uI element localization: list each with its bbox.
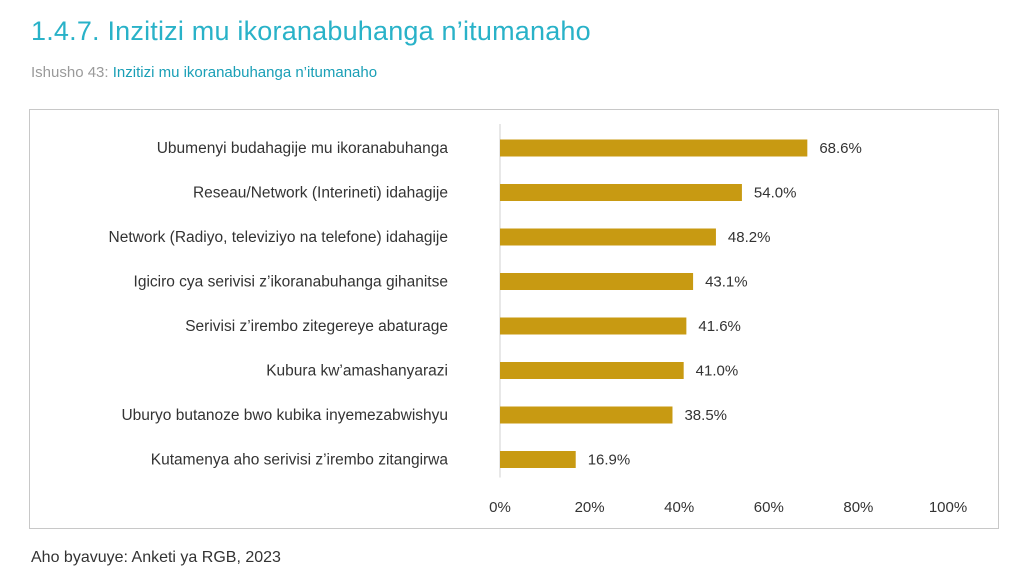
bar	[500, 451, 576, 468]
category-label: Serivisi z’irembo zitegereye abaturage	[185, 318, 448, 335]
bar	[500, 273, 694, 290]
category-label: Kubura kw’amashanyarazi	[266, 363, 448, 380]
figure-label: Ishusho 43:	[31, 64, 109, 81]
x-tick-label: 60%	[754, 499, 784, 516]
source-note: Aho byavuye: Anketi ya RGB, 2023	[31, 549, 281, 566]
bar	[500, 228, 716, 246]
figure-caption: Ishusho 43: Inzitizi mu ikoranabuhanga n…	[31, 64, 377, 81]
bar	[500, 184, 742, 201]
data-label: 41.6%	[698, 318, 741, 335]
x-tick-label: 0%	[489, 499, 511, 516]
section-number: 1.4.7.	[31, 16, 100, 46]
bar	[500, 139, 808, 157]
data-label: 68.6%	[819, 140, 862, 157]
category-label: Uburyo butanoze bwo kubika inyemezabwish…	[121, 407, 448, 424]
bar-chart: Ubumenyi budahagije mu ikoranabuhanga 68.…	[109, 124, 967, 516]
data-label: 43.1%	[705, 274, 748, 291]
data-label: 41.0%	[696, 363, 739, 380]
data-label: 48.2%	[728, 229, 771, 246]
section-heading: 1.4.7. Inzitizi mu ikoranabuhanga n’itum…	[31, 16, 591, 47]
bar	[500, 317, 687, 335]
data-label: 38.5%	[684, 407, 727, 424]
category-label: Kutamenya aho serivisi z’irembo zitangir…	[151, 452, 449, 469]
category-label: Reseau/Network (Interineti) idahagije	[193, 185, 448, 202]
data-label: 54.0%	[754, 185, 797, 202]
bar	[500, 406, 673, 424]
figure-title: Inzitizi mu ikoranabuhanga n’itumanaho	[112, 64, 378, 81]
x-tick-label: 80%	[843, 499, 873, 516]
x-tick-label: 20%	[575, 499, 605, 516]
data-label: 16.9%	[588, 452, 631, 469]
category-label: Ubumenyi budahagije mu ikoranabuhanga	[157, 140, 449, 157]
category-label: Network (Radiyo, televiziyo na telefone)…	[109, 229, 448, 246]
category-label: Igiciro cya serivisi z’ikoranabuhanga gi…	[134, 274, 448, 291]
bar	[500, 362, 684, 379]
chart-frame: Ubumenyi budahagije mu ikoranabuhanga 68.…	[29, 109, 999, 529]
x-tick-label: 100%	[929, 499, 967, 516]
x-tick-label: 40%	[664, 499, 694, 516]
section-title: Inzitizi mu ikoranabuhanga n’itumanaho	[107, 16, 591, 46]
